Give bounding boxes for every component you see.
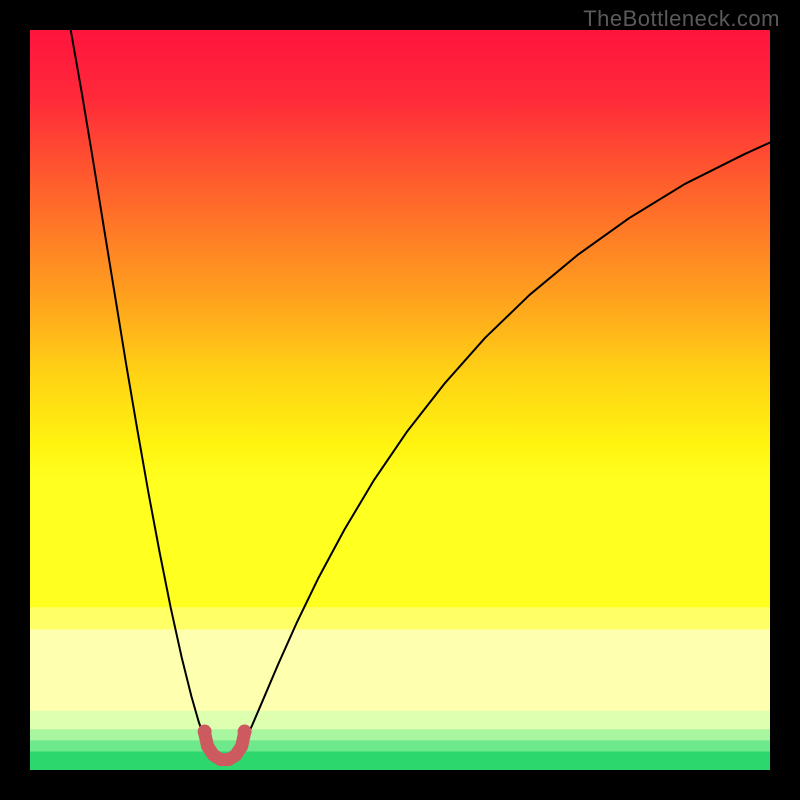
chart-svg <box>30 30 770 770</box>
watermark-text: TheBottleneck.com <box>583 6 780 32</box>
bottleneck-chart <box>30 30 770 770</box>
